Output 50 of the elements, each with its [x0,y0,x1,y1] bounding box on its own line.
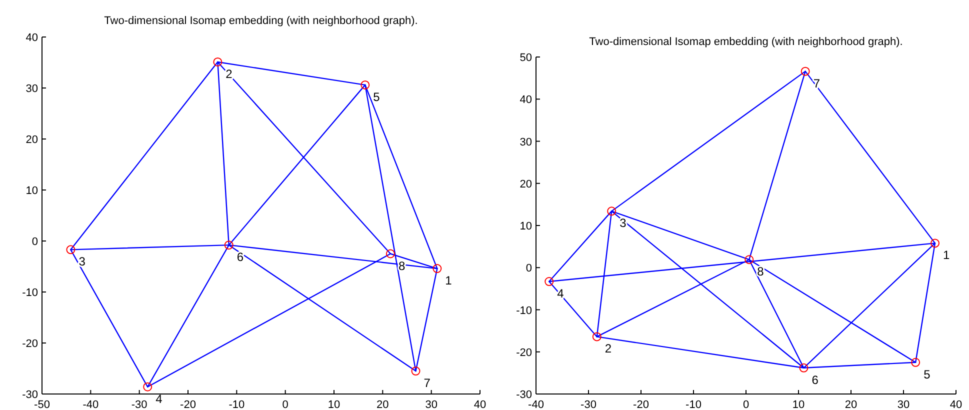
y-tick-label: 40 [520,94,532,106]
annotation: 5 [924,367,931,382]
x-tick-label: 10 [328,399,340,410]
annotation: 5 [373,90,380,104]
annotation: 6 [812,372,819,387]
y-tick-label: -10 [22,287,38,299]
x-tick-label: -20 [633,399,649,410]
y-tick-label: 20 [26,134,38,146]
chart-title: Two-dimensional Isomap embedding (with neighborhood graph). [589,36,903,48]
x-tick-label: -20 [180,399,196,410]
x-tick-label: 40 [950,399,962,410]
x-tick-label: 0 [282,399,288,410]
annotation: 6 [236,250,244,264]
y-tick-label: 20 [520,178,532,190]
x-tick-label: -10 [228,399,245,410]
x-tick-label: 10 [792,399,805,410]
x-tick-label: 0 [742,399,750,410]
x-tick-label: -30 [131,399,148,410]
x-tick-label: -40 [82,399,99,410]
x-tick-label: -10 [686,399,702,410]
x-tick-label: -40 [528,399,544,410]
y-tick-label: 30 [26,83,38,95]
annotation: 1 [943,248,950,262]
x-tick-label: 20 [844,399,858,410]
y-tick-label: 0 [32,236,38,248]
y-tick-label: -20 [516,346,532,359]
y-tick-label: 40 [26,32,38,44]
y-tick-label: 10 [26,185,38,197]
y-tick-label: -10 [516,304,532,317]
x-tick-label: 30 [897,399,910,410]
annotation: 1 [445,274,452,288]
x-tick-label: 30 [425,399,438,410]
x-tick-label: 40 [474,399,486,410]
y-tick-label: 30 [520,136,532,148]
y-tick-label: -30 [22,389,38,401]
x-tick-label: -50 [34,399,50,410]
x-tick-label: -30 [580,399,596,410]
chart-title: Two-dimensional Isomap embedding (with neighborhood graph). [104,15,418,27]
y-tick-label: -30 [516,389,532,401]
annotation: 3 [620,216,627,230]
x-tick-label: 20 [376,399,389,410]
y-tick-label: 10 [520,220,532,232]
y-tick-label: 50 [520,52,532,64]
y-tick-label: -20 [22,338,38,350]
annotation: 2 [604,342,612,356]
annotation: 8 [757,264,764,279]
y-tick-label: 0 [526,262,532,275]
annotation: 4 [156,392,163,406]
annotation: 7 [424,376,431,390]
annotation: 3 [78,254,86,269]
